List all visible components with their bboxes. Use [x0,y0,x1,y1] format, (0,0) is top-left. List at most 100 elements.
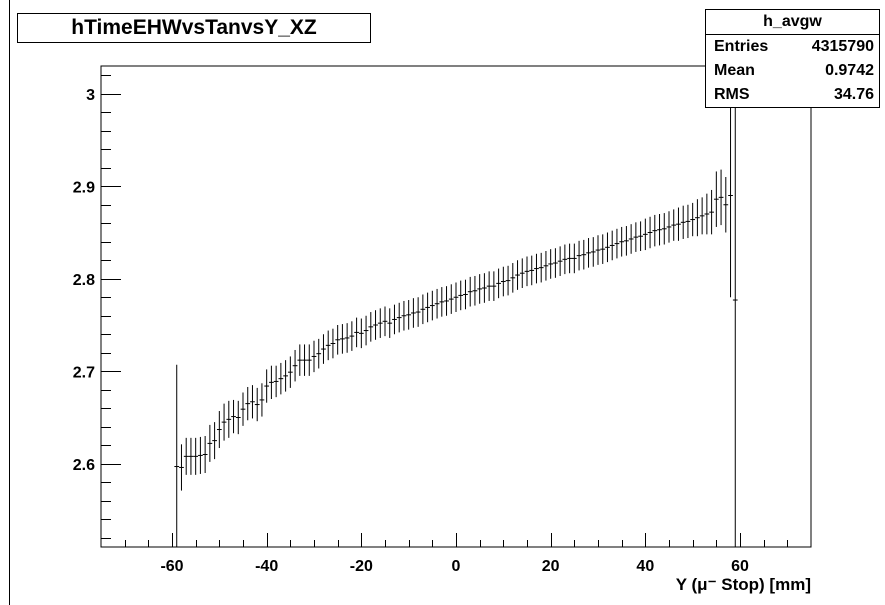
data-point [415,297,421,327]
data-point [571,243,577,274]
data-point [250,385,255,419]
data-point [202,436,208,473]
stats-name: h_avgw [706,10,879,35]
data-point [240,392,246,426]
data-point [500,266,506,297]
data-point [387,308,393,338]
data-point [439,287,445,317]
data-point [661,213,667,245]
x-tick-label: -60 [160,558,183,575]
x-tick-label: -20 [350,558,373,575]
data-point [609,230,615,261]
data-point [505,265,511,296]
data-point [212,422,217,460]
histogram-title: hTimeEHWvsTanvsY_XZ [17,13,371,43]
data-point [458,280,464,311]
y-tick-label: 2.6 [73,457,95,474]
y-tick-label: 3 [86,87,95,104]
data-point [652,214,658,247]
data-point [235,400,241,435]
data-point [695,199,700,237]
data-point [174,364,180,547]
data-point [340,324,345,354]
data-point [628,224,634,254]
data-point [515,260,520,290]
data-point [657,214,662,246]
data-point [245,386,251,421]
data-point [666,211,672,243]
x-tick-label: 0 [452,558,461,575]
stats-label: Mean [714,62,755,79]
data-point [406,300,412,330]
data-point [283,360,288,392]
data-point [524,256,530,287]
data-point [595,235,601,265]
data-point [221,403,227,441]
y-tick-label: 2.7 [73,364,95,381]
stats-row-entries: Entries 4315790 [706,35,879,59]
data-point [732,66,738,547]
data-point [273,365,279,398]
data-points-group [174,66,738,547]
data-point [491,271,497,301]
x-tick-label: 60 [731,558,749,575]
data-point [538,252,544,283]
data-point [269,365,274,399]
data-point [709,189,714,235]
data-point [448,284,454,314]
data-point [358,318,364,349]
data-point [292,349,298,382]
data-point [534,253,539,284]
data-point [411,298,416,328]
data-point [486,271,492,301]
data-point [699,197,705,235]
data-point [188,437,194,475]
data-point [671,209,677,241]
data-point [420,294,426,325]
data-point [363,315,369,346]
data-point [704,193,710,235]
data-point [287,356,293,388]
data-point [198,436,203,474]
data-point [728,93,733,298]
data-point [619,226,625,257]
data-point [680,205,686,239]
data-point [335,325,341,355]
data-point [472,275,478,306]
data-point [676,207,681,241]
data-point [401,300,407,331]
y-tick-label: 2.9 [73,179,95,196]
data-point [633,222,639,252]
data-point [382,306,388,337]
data-point [496,268,501,299]
data-point [368,312,374,342]
stats-value: 0.9742 [825,62,874,79]
data-point [543,251,549,281]
stats-value: 34.76 [833,86,874,103]
data-point [429,290,435,321]
data-point [259,383,265,417]
data-point [453,282,459,313]
data-point [638,221,643,251]
data-point [581,239,587,270]
data-point [586,238,591,268]
stats-box: h_avgw Entries 4315790 Mean 0.9742 RMS 3… [705,9,880,108]
data-point [311,340,317,373]
data-point [562,244,568,275]
x-tick-label: 20 [542,558,560,575]
data-point [306,344,312,376]
data-point [590,237,596,267]
data-point [377,308,383,338]
data-point [330,328,336,359]
data-point [482,273,487,303]
data-point [302,344,307,376]
data-point [529,255,535,286]
data-point [605,232,610,263]
data-point [690,202,696,237]
y-tick-label: 2.8 [73,272,95,289]
data-point [183,437,189,475]
data-point [216,411,222,449]
data-point [463,279,468,310]
data-point [576,240,582,271]
data-point [723,177,729,233]
